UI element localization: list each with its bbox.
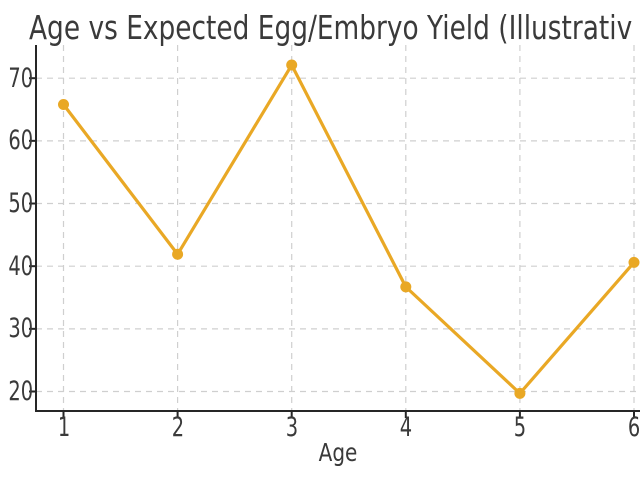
x-tick-label: 3 (285, 412, 298, 443)
x-axis-title: Age (318, 438, 358, 467)
x-tick-label: 2 (171, 412, 184, 443)
data-point-marker (58, 99, 69, 111)
x-tick-label: 4 (399, 412, 412, 443)
y-tick-label: 40 (8, 250, 34, 282)
x-tick-label: 6 (627, 412, 640, 443)
y-tick-label: 70 (8, 62, 34, 94)
y-tick-label: 20 (8, 376, 34, 407)
data-line (61, 63, 636, 395)
data-point-marker (400, 281, 412, 293)
y-tick-label: 30 (8, 313, 34, 345)
x-tick-label: 5 (513, 412, 527, 443)
data-point-marker (286, 59, 298, 71)
chart-title: Age vs Expected Egg/Embryo Yield (Illust… (29, 8, 633, 47)
y-tick-label: 60 (8, 125, 34, 157)
data-point-marker (514, 387, 526, 399)
data-point-marker (628, 256, 640, 268)
x-tick-label: 1 (57, 412, 70, 443)
y-tick-label: 50 (8, 188, 34, 220)
data-point-marker (172, 248, 184, 260)
